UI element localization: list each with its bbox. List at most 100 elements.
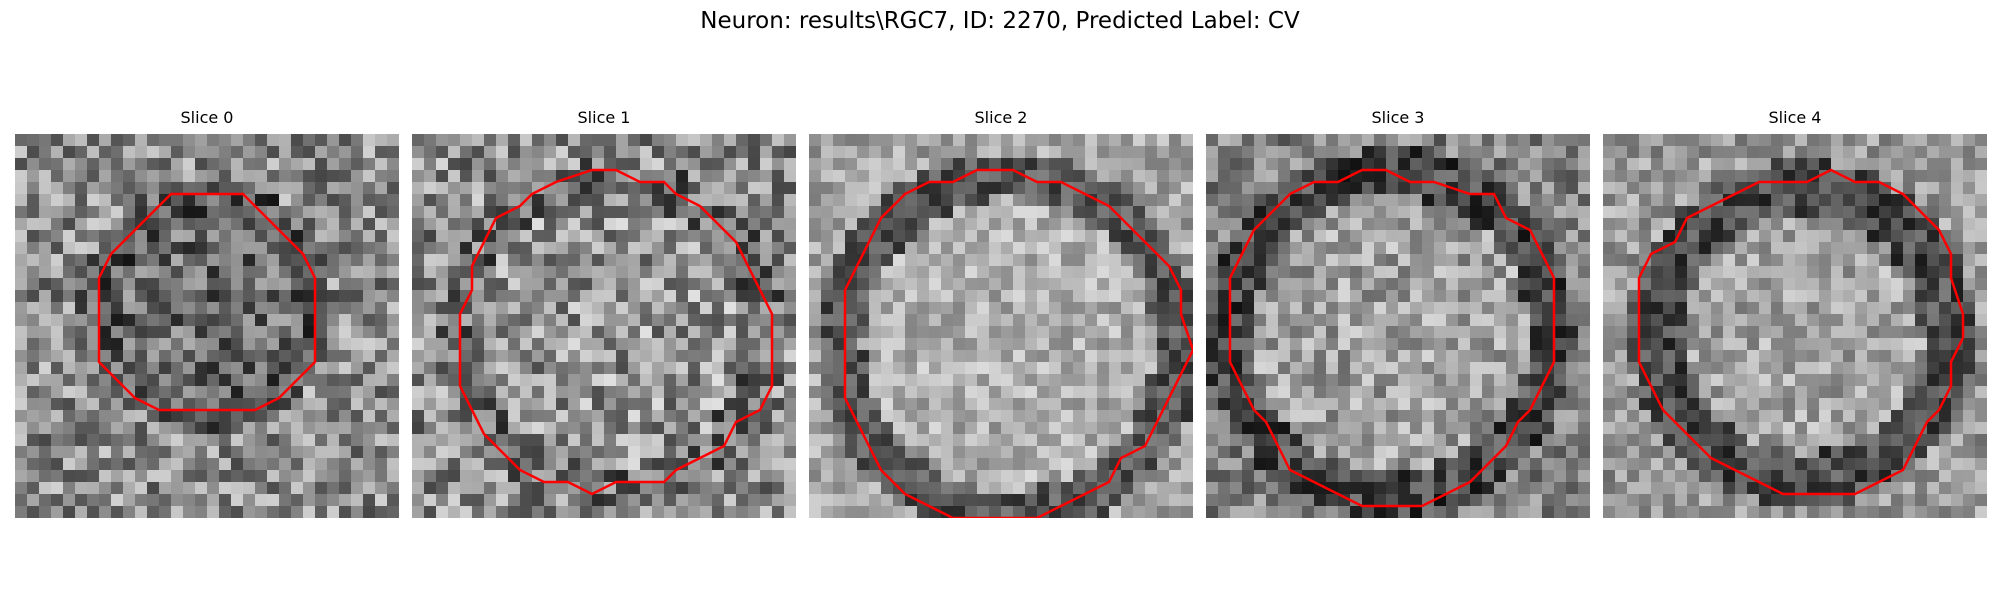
pixel [436, 254, 449, 267]
pixel [75, 482, 88, 495]
pixel [1675, 410, 1688, 423]
pixel [1242, 422, 1255, 435]
pixel [1169, 146, 1182, 159]
pixel [255, 218, 268, 231]
pixel [857, 290, 870, 303]
pixel [881, 254, 894, 267]
pixel [279, 254, 292, 267]
pixel [1795, 182, 1808, 195]
pixel [1627, 134, 1640, 147]
pixel [1771, 386, 1784, 399]
pixel [291, 422, 304, 435]
pixel [1951, 218, 1964, 231]
pixel [1097, 350, 1110, 363]
pixel [953, 446, 966, 459]
pixel [1218, 182, 1231, 195]
pixel [676, 170, 689, 183]
pixel [965, 446, 978, 459]
pixel [1879, 386, 1892, 399]
pixel [1242, 458, 1255, 471]
pixel [1025, 338, 1038, 351]
pixel [1759, 410, 1772, 423]
pixel [688, 218, 701, 231]
pixel [1843, 158, 1856, 171]
pixel [1350, 434, 1363, 447]
pixel [159, 422, 172, 435]
pixel [1554, 410, 1567, 423]
pixel [159, 242, 172, 255]
pixel [255, 266, 268, 279]
pixel [1699, 374, 1712, 387]
pixel [15, 434, 28, 447]
pixel [460, 194, 473, 207]
pixel [1410, 290, 1423, 303]
pixel [436, 386, 449, 399]
pixel [387, 422, 399, 435]
pixel [111, 206, 124, 219]
pixel [303, 458, 316, 471]
pixel [291, 134, 304, 147]
pixel [1506, 350, 1519, 363]
pixel [1687, 458, 1700, 471]
pixel [1939, 326, 1952, 339]
pixel [1795, 134, 1808, 147]
pixel [1831, 410, 1844, 423]
pixel [1302, 254, 1315, 267]
pixel [520, 374, 533, 387]
pixel [1145, 482, 1158, 495]
pixel [1578, 470, 1590, 483]
pixel [1157, 494, 1170, 507]
pixel [1494, 506, 1507, 518]
pixel [604, 494, 617, 507]
pixel [760, 206, 773, 219]
pixel [1939, 206, 1952, 219]
pixel [1470, 398, 1483, 411]
pixel [351, 266, 364, 279]
pixel [556, 146, 569, 159]
pixel [1230, 410, 1243, 423]
pixel [1615, 386, 1628, 399]
pixel [1446, 350, 1459, 363]
pixel [1398, 458, 1411, 471]
pixel [869, 350, 882, 363]
pixel [604, 374, 617, 387]
pixel [123, 482, 136, 495]
pixel [1723, 446, 1736, 459]
pixel [27, 170, 40, 183]
pixel [1230, 434, 1243, 447]
pixel [1206, 374, 1219, 387]
pixel [1073, 206, 1086, 219]
pixel [15, 206, 28, 219]
pixel [1001, 422, 1014, 435]
pixel [688, 314, 701, 327]
pixel [1121, 266, 1134, 279]
pixel [1566, 314, 1579, 327]
pixel [1290, 338, 1303, 351]
pixel [1121, 422, 1134, 435]
pixel [1711, 398, 1724, 411]
pixel [436, 242, 449, 255]
pixel [1097, 290, 1110, 303]
pixel [1410, 446, 1423, 459]
pixel [1639, 158, 1652, 171]
pixel [1434, 398, 1447, 411]
pixel [809, 170, 822, 183]
pixel [1013, 494, 1026, 507]
pixel [1867, 422, 1880, 435]
pixel [1290, 386, 1303, 399]
pixel [1242, 410, 1255, 423]
pixel [147, 218, 160, 231]
pixel [448, 350, 461, 363]
pixel [63, 314, 76, 327]
pixel [1362, 230, 1375, 243]
pixel [255, 482, 268, 495]
pixel [303, 338, 316, 351]
pixel [1350, 194, 1363, 207]
pixel [1831, 326, 1844, 339]
pixel [833, 242, 846, 255]
pixel [1049, 146, 1062, 159]
pixel [1157, 266, 1170, 279]
pixel [1362, 458, 1375, 471]
pixel [592, 398, 605, 411]
pixel [39, 182, 52, 195]
